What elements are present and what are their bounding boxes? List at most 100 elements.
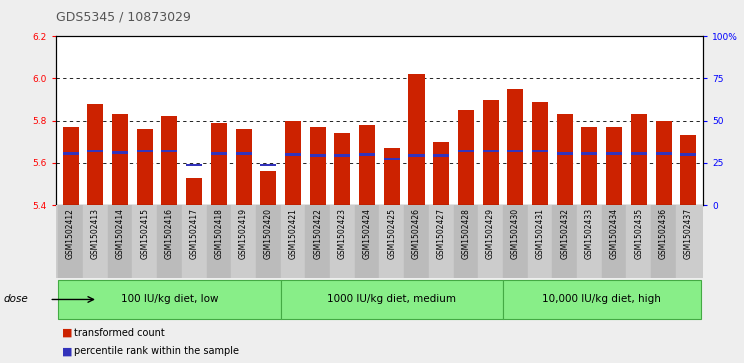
Bar — [330, 205, 355, 278]
Bar — [602, 205, 626, 278]
Bar — [305, 205, 330, 278]
Bar — [433, 154, 449, 157]
Text: GSM1502435: GSM1502435 — [635, 208, 644, 259]
Bar — [404, 205, 429, 278]
Bar — [137, 150, 153, 152]
Text: 100 IU/kg diet, low: 100 IU/kg diet, low — [121, 294, 218, 305]
Bar — [577, 205, 602, 278]
Bar — [458, 110, 474, 205]
Bar — [87, 104, 103, 205]
Text: GSM1502412: GSM1502412 — [66, 208, 75, 259]
Text: GSM1502420: GSM1502420 — [264, 208, 273, 259]
Bar — [527, 205, 552, 278]
Bar — [62, 152, 79, 155]
Text: transformed count: transformed count — [74, 328, 165, 338]
Bar — [433, 142, 449, 205]
Bar — [655, 121, 672, 205]
Text: GSM1502436: GSM1502436 — [659, 208, 668, 259]
Bar — [83, 205, 108, 278]
Bar — [408, 154, 425, 157]
Bar — [207, 205, 231, 278]
Text: percentile rank within the sample: percentile rank within the sample — [74, 346, 240, 356]
Bar — [631, 152, 647, 155]
Text: dose: dose — [4, 294, 28, 305]
Text: GSM1502433: GSM1502433 — [585, 208, 594, 259]
Text: GSM1502428: GSM1502428 — [461, 208, 470, 259]
Bar — [606, 152, 622, 155]
Bar — [137, 129, 153, 205]
Text: GSM1502425: GSM1502425 — [388, 208, 397, 259]
Text: GSM1502434: GSM1502434 — [609, 208, 619, 259]
Text: ■: ■ — [62, 328, 72, 338]
Text: GSM1502415: GSM1502415 — [140, 208, 150, 259]
Bar — [285, 153, 301, 156]
Bar — [655, 152, 672, 155]
Bar — [280, 205, 305, 278]
Text: GSM1502414: GSM1502414 — [115, 208, 124, 259]
Bar — [507, 150, 523, 152]
Text: GSM1502429: GSM1502429 — [486, 208, 495, 259]
Bar — [680, 135, 696, 205]
Bar — [557, 114, 573, 205]
Text: GSM1502423: GSM1502423 — [338, 208, 347, 259]
Bar — [310, 154, 326, 157]
Bar — [676, 205, 701, 278]
Bar — [384, 148, 400, 205]
Bar — [256, 205, 280, 278]
Bar — [581, 152, 597, 155]
Bar — [359, 125, 375, 205]
Bar — [507, 89, 523, 205]
Bar — [355, 205, 379, 278]
Text: GSM1502413: GSM1502413 — [91, 208, 100, 259]
Bar — [483, 99, 498, 205]
Bar — [581, 127, 597, 205]
Bar — [408, 74, 425, 205]
Text: GDS5345 / 10873029: GDS5345 / 10873029 — [56, 11, 190, 24]
Bar — [651, 205, 676, 278]
Bar — [87, 150, 103, 152]
Bar — [108, 205, 132, 278]
Bar — [334, 133, 350, 205]
Bar — [62, 127, 79, 205]
Bar — [454, 205, 478, 278]
Bar — [211, 123, 227, 205]
Text: GSM1502427: GSM1502427 — [437, 208, 446, 259]
Text: GSM1502419: GSM1502419 — [239, 208, 248, 259]
Text: GSM1502418: GSM1502418 — [214, 208, 223, 259]
Bar — [236, 152, 251, 155]
Bar — [384, 158, 400, 160]
Bar — [132, 205, 157, 278]
Bar — [334, 154, 350, 157]
Text: GSM1502437: GSM1502437 — [684, 208, 693, 259]
Bar — [186, 164, 202, 166]
Bar — [231, 205, 256, 278]
Text: GSM1502426: GSM1502426 — [412, 208, 421, 259]
Bar — [182, 205, 207, 278]
Bar — [631, 114, 647, 205]
Text: GSM1502431: GSM1502431 — [536, 208, 545, 259]
Bar — [112, 151, 128, 154]
FancyBboxPatch shape — [503, 280, 701, 319]
Bar — [379, 205, 404, 278]
Text: ■: ■ — [62, 346, 72, 356]
Text: 10,000 IU/kg diet, high: 10,000 IU/kg diet, high — [542, 294, 661, 305]
Bar — [429, 205, 454, 278]
Bar — [557, 152, 573, 155]
Bar — [260, 164, 276, 166]
Bar — [606, 127, 622, 205]
Bar — [285, 121, 301, 205]
Text: GSM1502422: GSM1502422 — [313, 208, 322, 259]
Bar — [236, 129, 251, 205]
Bar — [532, 102, 548, 205]
Bar — [552, 205, 577, 278]
Bar — [532, 150, 548, 152]
FancyBboxPatch shape — [58, 280, 280, 319]
Text: GSM1502421: GSM1502421 — [289, 208, 298, 259]
Bar — [260, 171, 276, 205]
Text: 1000 IU/kg diet, medium: 1000 IU/kg diet, medium — [327, 294, 456, 305]
Bar — [157, 205, 182, 278]
Text: GSM1502416: GSM1502416 — [165, 208, 174, 259]
Bar — [161, 117, 178, 205]
Bar — [626, 205, 651, 278]
Text: GSM1502432: GSM1502432 — [560, 208, 569, 259]
